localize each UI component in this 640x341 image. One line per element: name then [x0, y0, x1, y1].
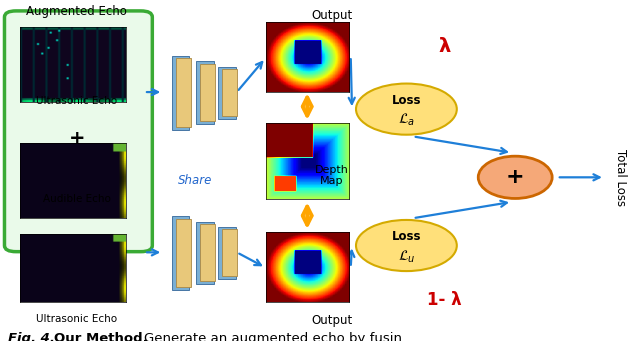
Text: λ: λ [438, 36, 451, 56]
FancyBboxPatch shape [4, 11, 152, 252]
Text: Loss: Loss [392, 231, 421, 243]
FancyBboxPatch shape [172, 216, 189, 290]
Text: Output: Output [311, 9, 352, 22]
Text: $\mathcal{L}_u$: $\mathcal{L}_u$ [397, 248, 415, 265]
FancyBboxPatch shape [172, 56, 189, 130]
Text: Our Method.: Our Method. [54, 332, 148, 341]
Text: Total Loss: Total Loss [614, 149, 627, 206]
FancyBboxPatch shape [196, 222, 214, 284]
Text: Generate an augmented echo by fusin: Generate an augmented echo by fusin [144, 332, 402, 341]
Text: 1- λ: 1- λ [428, 291, 462, 309]
Text: Fig. 4.: Fig. 4. [8, 332, 54, 341]
Text: +: + [506, 167, 525, 187]
Ellipse shape [356, 84, 457, 135]
Text: Output: Output [311, 314, 352, 327]
Text: Augmented Echo: Augmented Echo [26, 5, 127, 18]
Text: $\mathcal{L}_a$: $\mathcal{L}_a$ [398, 112, 415, 128]
Text: Depth
Map: Depth Map [315, 165, 348, 187]
Text: Audible Echo: Audible Echo [43, 194, 111, 205]
Text: Ultrasonic Echo: Ultrasonic Echo [36, 314, 117, 324]
FancyBboxPatch shape [218, 227, 236, 279]
FancyBboxPatch shape [176, 219, 191, 287]
FancyBboxPatch shape [218, 67, 236, 119]
Text: +: + [68, 129, 85, 148]
Text: Loss: Loss [392, 94, 421, 107]
FancyBboxPatch shape [200, 64, 215, 121]
Ellipse shape [356, 220, 457, 271]
FancyBboxPatch shape [196, 61, 214, 124]
FancyBboxPatch shape [200, 224, 215, 281]
FancyBboxPatch shape [222, 69, 237, 116]
FancyBboxPatch shape [222, 229, 237, 276]
Text: Share: Share [178, 174, 212, 187]
FancyBboxPatch shape [176, 58, 191, 127]
Text: Ultrasonic Echo: Ultrasonic Echo [36, 95, 117, 106]
Ellipse shape [478, 156, 552, 198]
